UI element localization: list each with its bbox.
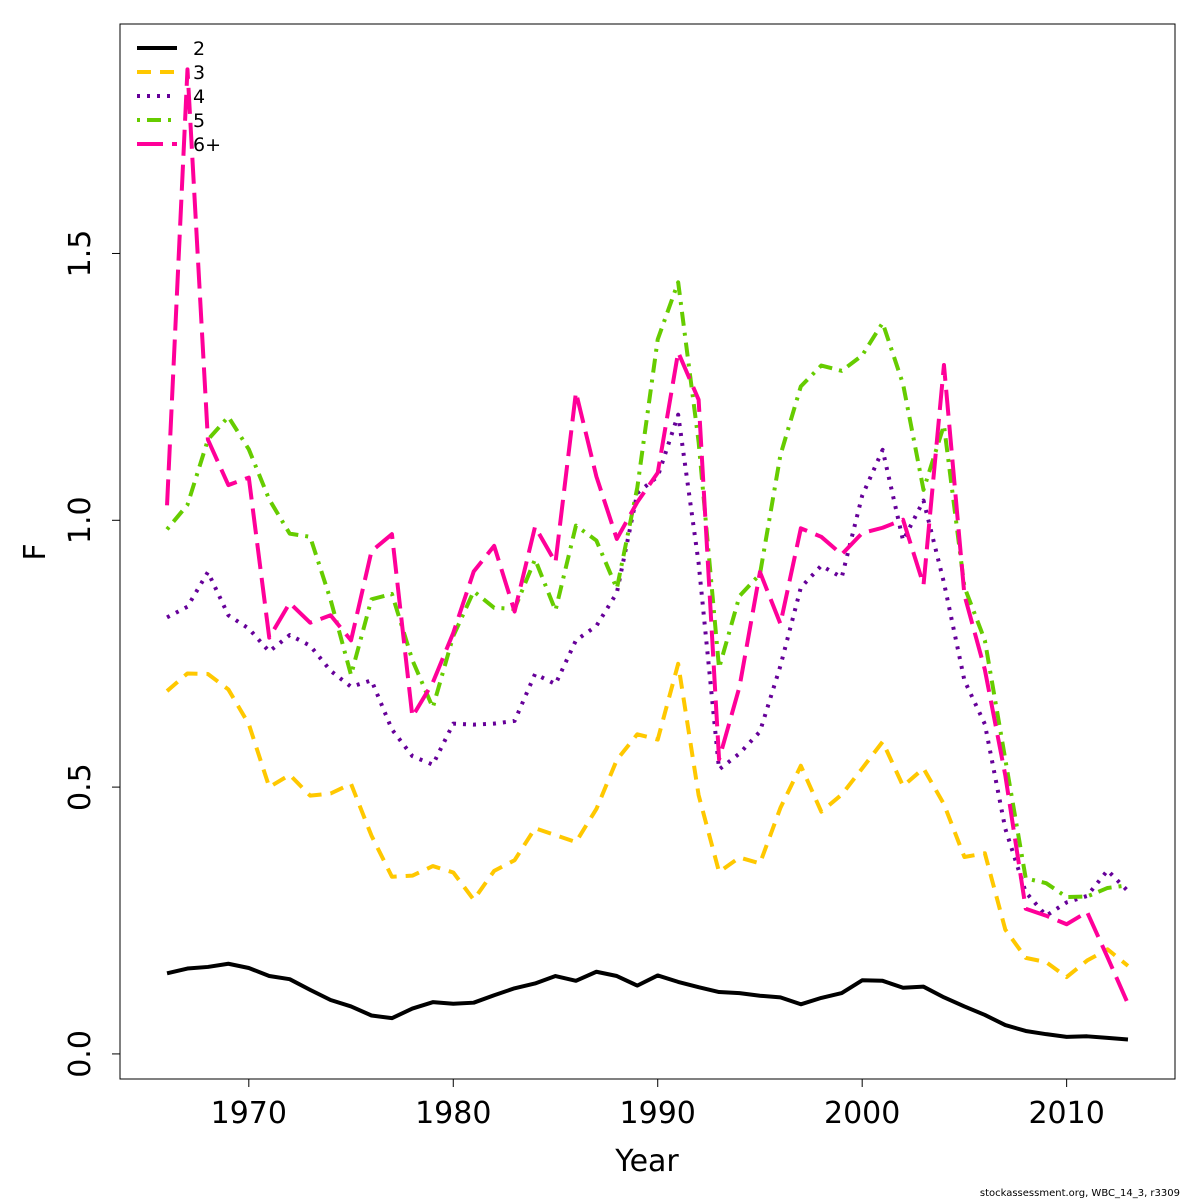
x-axis-title: Year (614, 1144, 679, 1179)
x-axis: 1970 1980 1990 2000 2010 (211, 1078, 1105, 1131)
legend-label: 2 (193, 38, 205, 60)
x-tick-label: 1970 (211, 1096, 287, 1131)
series-line-5 (165, 280, 1129, 900)
x-tick-label: 2010 (1028, 1096, 1104, 1131)
y-tick-label: 0.5 (63, 763, 98, 811)
legend-label: 3 (193, 62, 205, 84)
y-axis: 0.0 0.5 1.0 1.5 (63, 230, 121, 1078)
series-line-2 (166, 961, 1129, 1042)
credit-text: stockassessment.org, WBC_14_3, r3309 (980, 1188, 1180, 1199)
y-tick-label: 1.0 (63, 496, 98, 544)
series-layer (165, 67, 1130, 1042)
y-axis-title: F (18, 543, 53, 560)
series-line-3 (165, 661, 1130, 980)
legend-label: 6+ (193, 134, 221, 156)
x-tick-label: 2000 (824, 1096, 900, 1131)
plot-frame (119, 23, 1176, 1080)
x-tick-label: 1980 (415, 1096, 491, 1131)
x-tick-label: 1990 (620, 1096, 696, 1131)
series-line-4 (166, 412, 1130, 918)
y-tick-label: 0.0 (63, 1030, 98, 1078)
legend-label: 5 (193, 110, 205, 132)
series-line-6plus (165, 67, 1130, 1005)
y-tick-label: 1.5 (63, 230, 98, 278)
legend-label: 4 (193, 86, 205, 108)
